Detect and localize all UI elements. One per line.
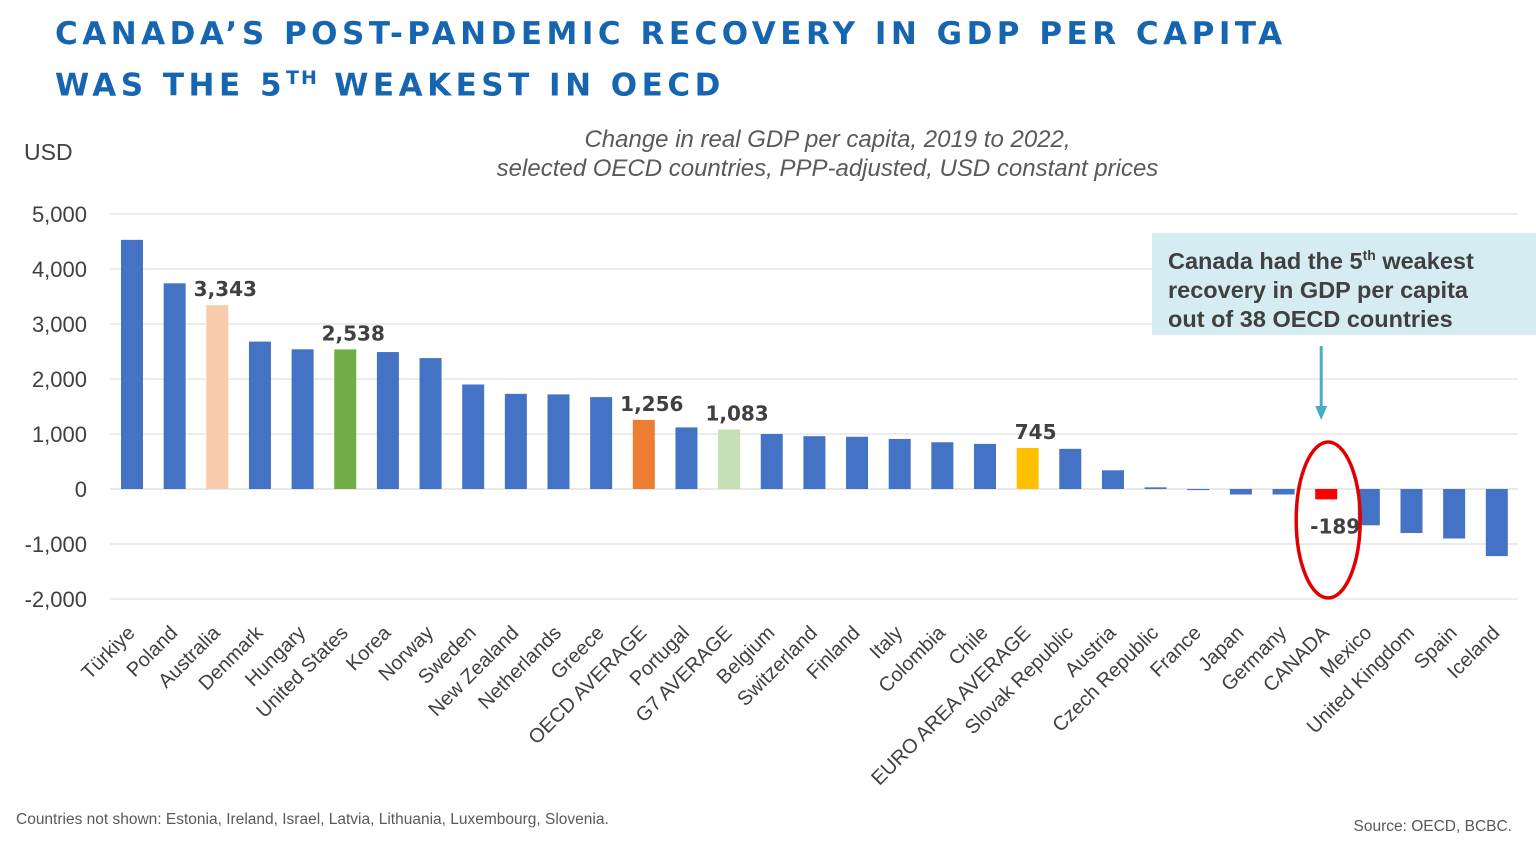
bar: [334, 349, 357, 489]
title-line-2-start: WAS THE 5: [55, 67, 287, 104]
callout-line-1-start: Canada had the 5: [1168, 247, 1363, 274]
chart-subtitle-line-2: selected OECD countries, PPP-adjusted, U…: [496, 155, 1159, 182]
bar: [248, 341, 271, 489]
bar: [590, 397, 613, 489]
chart-subtitle-line-1: Change in real GDP per capita, 2019 to 2…: [584, 126, 1071, 153]
bar: [974, 443, 996, 489]
data-label: 1,256: [620, 392, 683, 416]
callout-line-1-end: weakest: [1375, 247, 1474, 274]
callout-line-1: Canada had the 5th weakest: [1168, 241, 1526, 276]
y-axis-unit-label: USD: [24, 139, 73, 165]
bar: [931, 442, 954, 489]
bar: [1272, 489, 1295, 495]
y-tick-label: 2,000: [32, 367, 87, 392]
bar: [888, 438, 911, 489]
y-tick-label: 4,000: [32, 257, 87, 282]
bar: [1187, 489, 1210, 491]
y-tick-label: 5,000: [32, 202, 87, 227]
bar: [376, 352, 399, 489]
bar: [1400, 489, 1423, 533]
bar: [121, 239, 143, 489]
bar: [547, 394, 570, 489]
bar: [1059, 448, 1082, 489]
title-line-2-end: WEAKEST IN OECD: [318, 67, 725, 104]
data-label: 2,538: [322, 321, 385, 345]
annotation-arrow-head: [1315, 406, 1328, 420]
bar: [1144, 487, 1167, 489]
bar: [846, 436, 869, 489]
data-label: 3,343: [194, 277, 257, 301]
bar: [1229, 489, 1252, 495]
bar: [462, 384, 485, 489]
bar: [206, 305, 229, 489]
source-note: Source: OECD, BCBC.: [1353, 818, 1513, 835]
chart-subtitle: Change in real GDP per capita, 2019 to 2…: [300, 125, 1355, 183]
bar: [1016, 448, 1039, 489]
bar: [1357, 489, 1380, 526]
bar: [632, 419, 655, 489]
bar: [1485, 489, 1508, 557]
bar: [1443, 489, 1466, 539]
bar: [291, 349, 314, 489]
title-superscript: TH: [286, 67, 319, 89]
y-tick-label: 1,000: [32, 422, 87, 447]
bar: [1315, 489, 1338, 500]
highlight-ellipse: [1294, 440, 1362, 600]
bar: [718, 429, 741, 489]
y-tick-label: 0: [75, 477, 87, 502]
y-tick-label: -2,000: [25, 587, 87, 612]
bar: [419, 358, 442, 489]
data-label: 745: [1015, 420, 1057, 444]
title-line-1: CANADA’S POST-PANDEMIC RECOVERY IN GDP P…: [55, 16, 1287, 52]
footnote: Countries not shown: Estonia, Ireland, I…: [16, 811, 609, 828]
callout-line-2: recovery in GDP per capita: [1168, 276, 1468, 303]
bar: [163, 283, 186, 489]
y-tick-label: 3,000: [32, 312, 87, 337]
page-title: CANADA’S POST-PANDEMIC RECOVERY IN GDP P…: [55, 12, 1287, 107]
bar: [760, 434, 783, 489]
callout-line-3: out of 38 OECD countries: [1168, 305, 1453, 332]
bar: [675, 427, 698, 489]
data-label: 1,083: [705, 401, 768, 425]
bar: [1101, 470, 1124, 489]
bar: [803, 436, 826, 489]
annotation-callout: Canada had the 5th weakest recovery in G…: [1152, 233, 1536, 335]
callout-superscript: th: [1362, 247, 1376, 263]
bar: [504, 393, 527, 489]
y-tick-label: -1,000: [25, 532, 87, 557]
title-line-2: WAS THE 5TH WEAKEST IN OECD: [55, 56, 1287, 107]
data-label: -189: [1310, 514, 1360, 538]
